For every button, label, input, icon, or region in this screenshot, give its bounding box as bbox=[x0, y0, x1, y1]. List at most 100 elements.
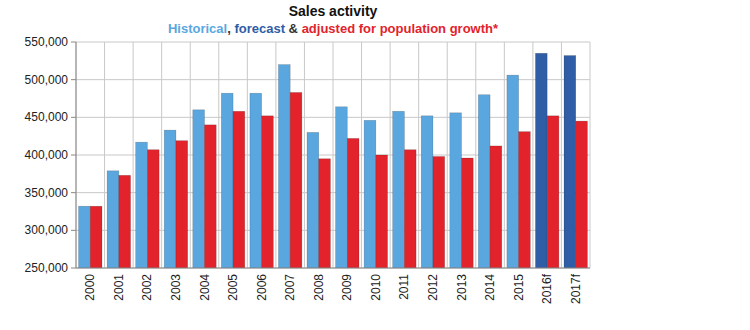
x-tick-label: 2014 bbox=[483, 274, 497, 301]
x-tick-label: 2007 bbox=[283, 274, 297, 301]
category-divider bbox=[190, 42, 191, 268]
bar bbox=[107, 171, 119, 268]
category-divider bbox=[447, 42, 448, 268]
title: Sales activity bbox=[289, 3, 378, 19]
bar bbox=[376, 155, 388, 268]
x-tick-label: 2016f bbox=[540, 273, 554, 304]
category-divider bbox=[76, 42, 77, 268]
category-divider bbox=[333, 42, 334, 268]
x-tick-label: 2001 bbox=[112, 274, 126, 301]
bar bbox=[507, 75, 519, 268]
bar bbox=[307, 132, 319, 268]
tick-mark bbox=[71, 42, 76, 43]
bar bbox=[404, 150, 416, 268]
subtitle-part: & bbox=[285, 21, 302, 36]
bar bbox=[535, 53, 547, 268]
x-tick-label: 2003 bbox=[169, 274, 183, 301]
y-axis bbox=[76, 42, 77, 268]
bar bbox=[176, 141, 188, 268]
legend-entry: adjusted for population growth* bbox=[302, 21, 499, 36]
bar bbox=[490, 146, 502, 268]
bar bbox=[164, 130, 176, 268]
bar bbox=[233, 111, 245, 268]
x-tick-label: 2017f bbox=[569, 273, 583, 304]
x-tick-label: 2005 bbox=[226, 274, 240, 301]
y-tick-label: 550,000 bbox=[25, 35, 69, 49]
y-tick-label: 250,000 bbox=[25, 261, 69, 275]
bar bbox=[547, 116, 559, 268]
bar bbox=[136, 142, 148, 268]
x-tick-label: 2004 bbox=[198, 274, 212, 301]
bar bbox=[564, 56, 576, 268]
tick-mark bbox=[71, 117, 76, 118]
tick-mark bbox=[71, 192, 76, 193]
category-divider bbox=[161, 42, 162, 268]
x-tick-label: 2012 bbox=[426, 274, 440, 301]
bar bbox=[576, 121, 588, 268]
category-divider bbox=[275, 42, 276, 268]
y-tick-label: 400,000 bbox=[25, 148, 69, 162]
bar bbox=[147, 150, 159, 268]
bar bbox=[205, 125, 217, 268]
bars bbox=[79, 53, 588, 268]
x-tick-label: 2015 bbox=[512, 274, 526, 301]
bar bbox=[221, 93, 233, 268]
bar bbox=[462, 158, 474, 268]
subtitle: Historical, forecast & adjusted for popu… bbox=[168, 21, 499, 36]
grid bbox=[76, 42, 590, 268]
bar bbox=[433, 157, 445, 268]
chart: Sales activity Historical, forecast & adj… bbox=[0, 0, 750, 330]
category-divider bbox=[361, 42, 362, 268]
category-divider bbox=[133, 42, 134, 268]
y-tick-label: 350,000 bbox=[25, 186, 69, 200]
legend-entry: forecast bbox=[234, 21, 285, 36]
bar bbox=[393, 111, 405, 268]
bar bbox=[119, 175, 131, 268]
category-divider bbox=[561, 42, 562, 268]
bar bbox=[79, 206, 91, 268]
x-tick-label: 2009 bbox=[340, 274, 354, 301]
bar bbox=[278, 65, 290, 268]
x-axis bbox=[76, 268, 590, 269]
bar bbox=[347, 138, 359, 268]
y-tick-label: 300,000 bbox=[25, 223, 69, 237]
bar bbox=[450, 113, 462, 268]
tick-mark bbox=[71, 155, 76, 156]
x-tick-label: 2006 bbox=[255, 274, 269, 301]
bar bbox=[319, 159, 331, 268]
bar bbox=[193, 110, 205, 268]
subtitle-part: , bbox=[227, 21, 234, 36]
x-tick-label: 2008 bbox=[312, 274, 326, 301]
bar bbox=[90, 206, 102, 268]
bar bbox=[519, 132, 531, 268]
category-divider bbox=[390, 42, 391, 268]
category-divider bbox=[418, 42, 419, 268]
x-tick-label: 2010 bbox=[369, 274, 383, 301]
category-divider bbox=[475, 42, 476, 268]
bar bbox=[250, 93, 262, 268]
category-divider bbox=[504, 42, 505, 268]
category-divider bbox=[104, 42, 105, 268]
category-divider bbox=[218, 42, 219, 268]
grid-line bbox=[76, 268, 590, 269]
tick-mark bbox=[71, 79, 76, 80]
y-tick-label: 450,000 bbox=[25, 110, 69, 124]
bar bbox=[478, 95, 490, 268]
category-divider bbox=[590, 42, 591, 268]
bar bbox=[262, 116, 274, 268]
legend-entry: Historical bbox=[168, 21, 227, 36]
bar bbox=[290, 92, 302, 268]
x-tick-label: 2000 bbox=[83, 274, 97, 301]
tick-mark bbox=[71, 230, 76, 231]
bar bbox=[336, 107, 348, 268]
category-divider bbox=[532, 42, 533, 268]
x-tick-label: 2013 bbox=[455, 274, 469, 301]
y-tick-label: 500,000 bbox=[25, 73, 69, 87]
x-tick-label: 2002 bbox=[140, 274, 154, 301]
chart-container: Sales activity Historical, forecast & adj… bbox=[0, 0, 750, 330]
bar bbox=[364, 120, 376, 268]
category-divider bbox=[304, 42, 305, 268]
bar bbox=[421, 116, 433, 268]
tick-mark bbox=[71, 268, 76, 269]
x-tick-label: 2011 bbox=[397, 274, 411, 300]
